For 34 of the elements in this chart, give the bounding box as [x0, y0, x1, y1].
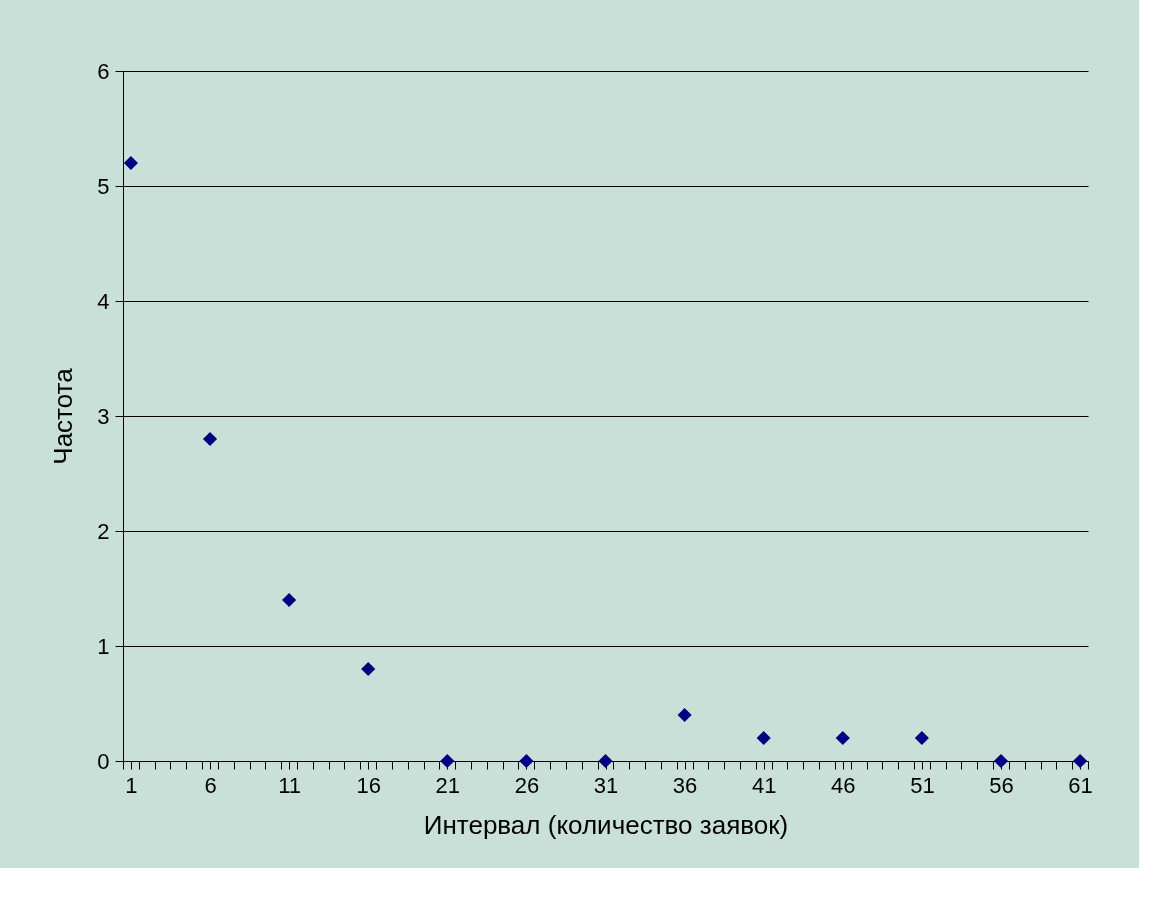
x-tick-label: 51	[910, 772, 935, 798]
point	[598, 753, 613, 769]
point	[123, 155, 138, 171]
x-tick-label: 1	[125, 772, 138, 798]
y-tick-label: 4	[97, 288, 110, 314]
x-tick-label: 6	[204, 772, 217, 798]
y-tick-label: 6	[97, 58, 110, 84]
x-tick-label: 41	[751, 772, 777, 798]
x-tick-label: 16	[356, 772, 381, 798]
x-tick-label: 11	[278, 772, 302, 798]
point	[519, 753, 534, 769]
x-tick-label: 56	[989, 772, 1014, 798]
x-tick-label: 26	[514, 772, 540, 798]
y-tick-label: 5	[97, 173, 110, 199]
x-tick-label: 46	[831, 772, 856, 798]
point	[282, 592, 297, 608]
point	[756, 730, 771, 746]
x-axis-title: Интервал (количество заявок)	[423, 809, 789, 840]
point	[914, 730, 929, 746]
point	[677, 707, 692, 723]
x-tick-label: 31	[593, 772, 619, 798]
x-tick-label: 61	[1068, 772, 1093, 798]
y-axis-title: Частота	[48, 367, 79, 465]
x-tick-label: 36	[672, 772, 698, 798]
point	[361, 661, 376, 677]
point	[202, 431, 218, 447]
point	[440, 753, 455, 769]
y-tick-label: 3	[97, 403, 110, 429]
y-tick-label: 0	[97, 748, 110, 774]
x-tick-label: 21	[435, 772, 461, 798]
y-tick-label: 1	[97, 633, 110, 659]
y-tick-label: 2	[97, 518, 110, 544]
point	[993, 753, 1009, 769]
point	[835, 730, 850, 746]
